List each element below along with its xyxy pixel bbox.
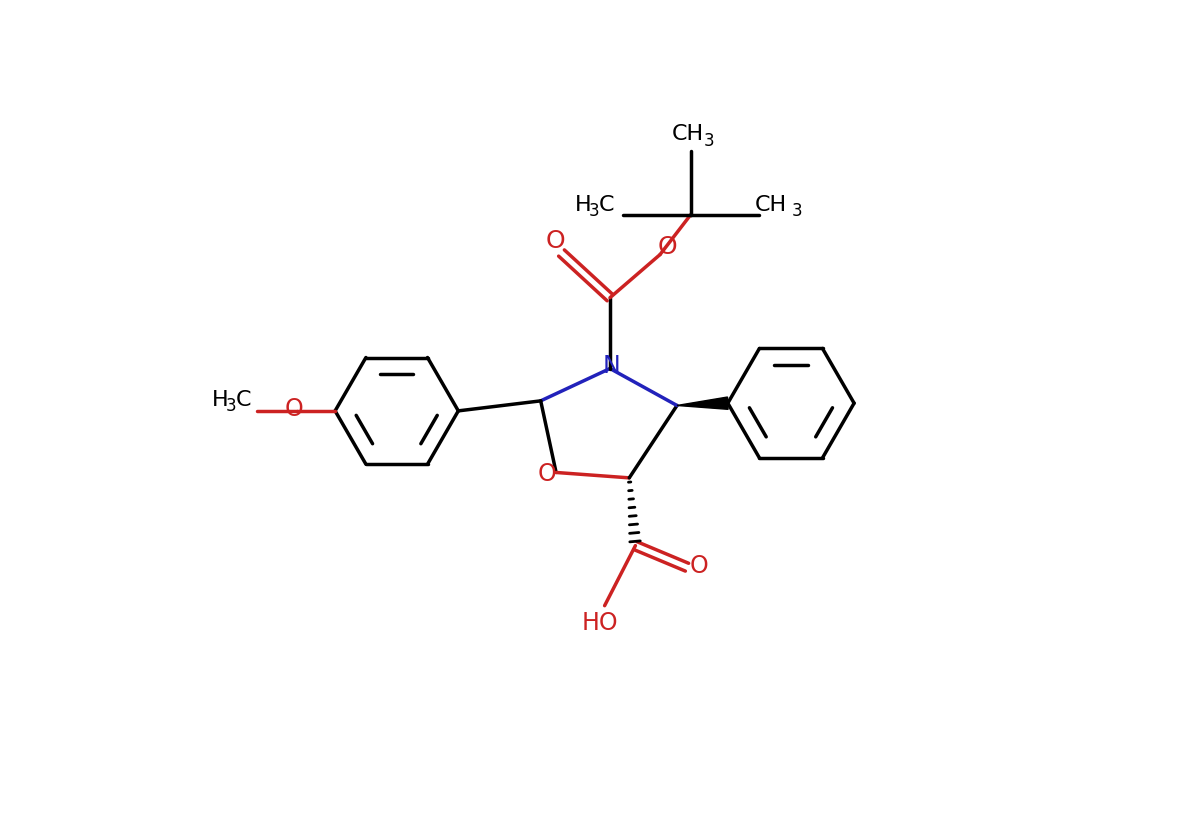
Text: O: O — [545, 230, 566, 253]
Text: H: H — [212, 391, 229, 410]
Text: HO: HO — [581, 611, 618, 634]
Text: 3: 3 — [792, 202, 803, 220]
Text: C: C — [598, 194, 613, 215]
Text: CH: CH — [755, 194, 787, 215]
Text: N: N — [603, 354, 621, 378]
Text: O: O — [690, 554, 709, 577]
Text: 3: 3 — [704, 132, 715, 150]
Text: CH: CH — [672, 124, 704, 144]
Text: H: H — [575, 194, 592, 215]
Text: C: C — [236, 391, 251, 410]
Text: 3: 3 — [588, 202, 599, 220]
Text: 3: 3 — [226, 397, 237, 416]
Polygon shape — [676, 397, 728, 409]
Text: O: O — [657, 235, 678, 259]
Text: O: O — [537, 462, 556, 486]
Text: O: O — [285, 397, 303, 422]
